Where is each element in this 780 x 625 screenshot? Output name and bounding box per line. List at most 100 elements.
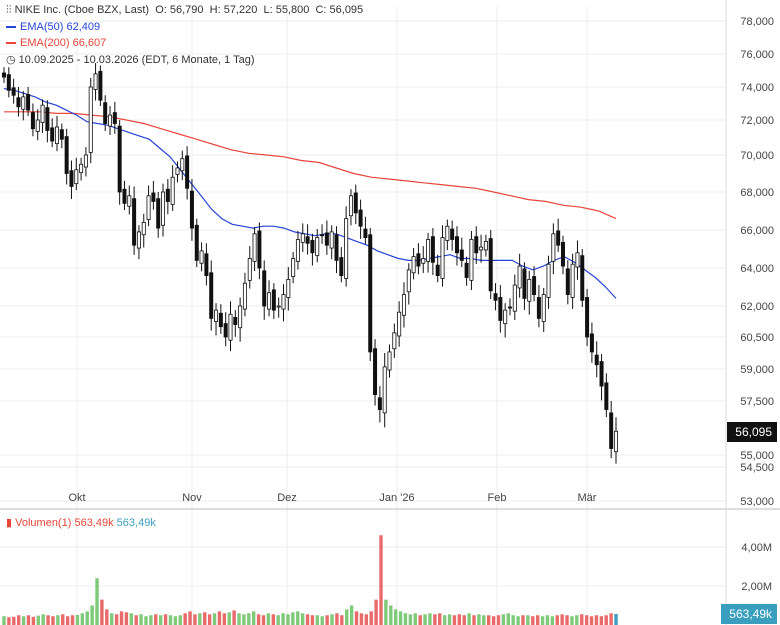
volume-bar xyxy=(207,614,212,625)
candle-body xyxy=(421,258,426,264)
candle-body xyxy=(242,282,247,310)
volume-bar xyxy=(540,616,545,625)
candle-body xyxy=(320,234,325,237)
volume-bar xyxy=(462,615,466,625)
ema50-label: EMA(50) xyxy=(20,21,64,33)
y-tick-label: 64,000 xyxy=(740,263,774,275)
candle-body xyxy=(108,114,113,127)
volume-bar xyxy=(41,614,45,625)
y-tick-label: 54,500 xyxy=(740,462,774,474)
candle-body xyxy=(609,412,614,449)
candle-body xyxy=(310,240,315,254)
candle-body xyxy=(35,119,40,132)
candle-body xyxy=(339,257,344,276)
volume-bar xyxy=(491,616,496,625)
candle-body xyxy=(373,348,378,396)
y-tick-label: 74,000 xyxy=(740,82,774,94)
candle-body xyxy=(204,253,209,277)
volume-bar xyxy=(296,611,300,625)
candle-body xyxy=(146,195,151,220)
volume-bar xyxy=(438,613,442,625)
volume-bar xyxy=(305,614,310,625)
volume-bar xyxy=(364,614,369,625)
volume-bar xyxy=(276,615,280,625)
candle-body xyxy=(199,250,204,264)
range-info: (EDT, 6 Monate, 1 Tag) xyxy=(141,54,255,66)
candle-body xyxy=(218,312,223,328)
candle-body xyxy=(522,268,527,299)
volume-bar xyxy=(589,616,594,625)
candle-body xyxy=(368,234,373,353)
last-volume-box: 563,49k xyxy=(721,604,777,624)
candle-body xyxy=(474,236,479,254)
candle-body xyxy=(411,256,416,274)
candle-body xyxy=(594,354,599,366)
volume-bar xyxy=(354,611,359,625)
volume-bar xyxy=(46,615,50,625)
range-legend: ◷ 10.09.2025 - 10.03.2026 (EDT, 6 Monate… xyxy=(6,53,255,66)
volume-bar xyxy=(413,613,417,625)
candle-body xyxy=(295,239,300,262)
volume-bar xyxy=(374,599,378,625)
candle-body xyxy=(503,309,508,324)
volume-bar xyxy=(7,617,11,625)
y-tick-label: 78,000 xyxy=(740,16,774,28)
volume-bar xyxy=(418,615,422,625)
candle-body xyxy=(604,382,609,411)
candle-body xyxy=(392,332,397,350)
candle-body xyxy=(450,228,455,240)
volume-bar xyxy=(183,613,187,625)
candle-body xyxy=(556,230,561,246)
candle-body xyxy=(300,233,305,243)
volume-bar xyxy=(389,605,393,625)
y-tick-label: 55,000 xyxy=(740,450,774,462)
candle-body xyxy=(233,316,238,326)
candle-body xyxy=(194,224,199,261)
volume-bar xyxy=(90,605,94,625)
candle-body xyxy=(546,263,551,298)
volume-bar xyxy=(286,614,290,625)
candle-body xyxy=(527,278,532,302)
volume-bar xyxy=(545,615,550,625)
candle-body xyxy=(580,255,585,301)
candle-body xyxy=(498,297,503,321)
volume-bar xyxy=(335,613,339,625)
volume-bar xyxy=(535,615,540,625)
volume-bar xyxy=(110,613,114,625)
volume-bars xyxy=(2,535,618,625)
volume-bar xyxy=(65,616,70,625)
x-tick-label: Feb xyxy=(488,492,507,504)
volume-tick-label: 2,00M xyxy=(741,581,772,593)
candle-body xyxy=(479,246,484,251)
volume-bar xyxy=(36,615,40,625)
volume-bar xyxy=(501,614,506,625)
candle-body xyxy=(401,294,406,316)
volume-bar xyxy=(114,614,119,625)
candle-body xyxy=(127,195,132,207)
y-tick-label: 66,000 xyxy=(740,225,774,237)
volume-bar xyxy=(369,611,373,625)
volume-value-red: 563,49k xyxy=(74,517,114,529)
volume-bar xyxy=(203,612,207,625)
ohlc-icon: ⫶⫶ xyxy=(6,4,12,16)
y-tick-label: 62,000 xyxy=(740,301,774,313)
volume-bar xyxy=(247,613,251,625)
volume-bar xyxy=(398,611,403,625)
volume-bar xyxy=(100,599,104,625)
candle-body xyxy=(305,236,310,244)
volume-bar xyxy=(227,612,231,625)
candle-body xyxy=(353,192,358,214)
high-value: H: 57,220 xyxy=(209,4,258,16)
volume-bar xyxy=(124,612,129,625)
candle-body xyxy=(614,430,619,453)
candle-body xyxy=(228,313,233,341)
volume-bar xyxy=(222,613,227,625)
volume-bar xyxy=(95,578,99,625)
volume-bar xyxy=(315,615,320,625)
candle-body xyxy=(267,292,272,310)
candle-body xyxy=(387,351,392,371)
volume-bar xyxy=(163,614,168,625)
open-value: O: 56,790 xyxy=(155,4,204,16)
volume-bar xyxy=(56,615,60,625)
volume-bar xyxy=(403,613,408,625)
